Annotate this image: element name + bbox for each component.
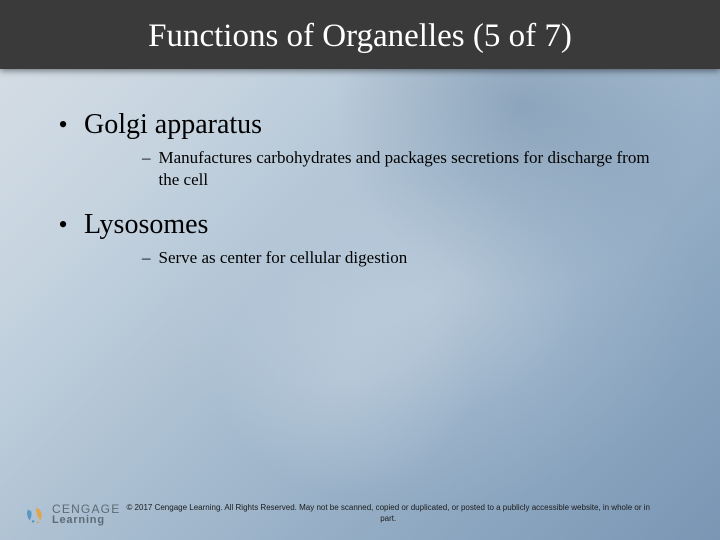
bullet-dot-icon: • [56,112,70,138]
bullet-level1-label: Lysosomes [84,209,208,241]
slide-title: Functions of Organelles (5 of 7) [0,18,720,55]
brand-logo-text: CENGAGE Learning [52,504,120,526]
copyright-text: © 2017 Cengage Learning. All Rights Rese… [120,503,696,526]
bullet-level1: • Lysosomes [56,209,664,241]
bullet-level2-label: Serve as center for cellular digestion [159,247,408,269]
title-bar: Functions of Organelles (5 of 7) [0,0,720,69]
bullet-dot-icon: • [56,212,70,238]
brand-logo: CENGAGE Learning [24,504,120,526]
brand-logo-line2: Learning [52,515,120,525]
bullet-level1: • Golgi apparatus [56,109,664,141]
bullet-dash-icon: – [142,148,151,168]
bullet-level1-label: Golgi apparatus [84,109,262,141]
brand-logo-icon [24,504,46,526]
content-area: • Golgi apparatus – Manufactures carbohy… [0,69,720,268]
bullet-dash-icon: – [142,248,151,268]
bullet-level2: – Serve as center for cellular digestion [142,247,664,269]
bullet-level2-label: Manufactures carbohydrates and packages … [159,147,665,191]
bullet-level2: – Manufactures carbohydrates and package… [142,147,664,191]
footer: CENGAGE Learning © 2017 Cengage Learning… [0,503,720,526]
